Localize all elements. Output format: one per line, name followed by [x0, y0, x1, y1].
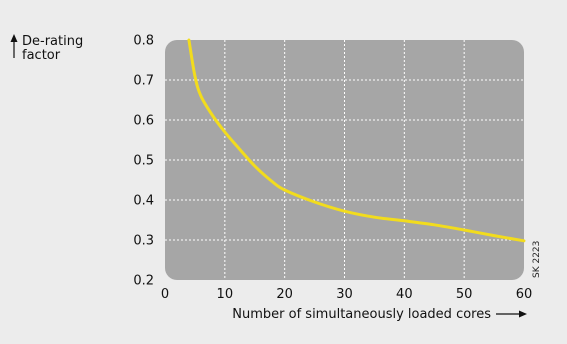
y-tick-label: 0.7: [133, 74, 154, 89]
x-axis-title: Number of simultaneously loaded cores: [232, 307, 527, 322]
x-axis-label: Number of simultaneously loaded cores: [232, 307, 491, 322]
x-tick-labels: 0 10 20 30 40 50 60: [161, 287, 532, 302]
y-tick-labels: 0.2 0.3 0.4 0.5 0.6 0.7 0.8: [133, 34, 154, 289]
grid-lines: [165, 40, 524, 280]
derating-curve-line: [187, 38, 526, 243]
y-tick-label: 0.4: [133, 194, 154, 209]
y-axis-label: De-rating factor: [22, 34, 83, 63]
x-tick-label: 10: [217, 287, 234, 302]
y-axis-arrowhead: [10, 34, 18, 42]
x-tick-label: 20: [276, 287, 293, 302]
y-tick-label: 0.2: [133, 274, 154, 289]
y-axis-title: De-rating factor: [10, 34, 83, 63]
figure-code: SK 2223: [532, 241, 542, 278]
y-tick-label: 0.8: [133, 34, 154, 49]
y-tick-label: 0.3: [133, 234, 154, 249]
x-tick-label: 60: [516, 287, 533, 302]
y-tick-label: 0.6: [133, 114, 154, 129]
y-tick-label: 0.5: [133, 154, 154, 169]
x-tick-label: 50: [456, 287, 473, 302]
data-series: [187, 38, 526, 243]
x-tick-label: 40: [396, 287, 413, 302]
x-tick-label: 30: [336, 287, 353, 302]
x-tick-label: 0: [161, 287, 169, 302]
x-axis-arrowhead: [519, 310, 527, 318]
